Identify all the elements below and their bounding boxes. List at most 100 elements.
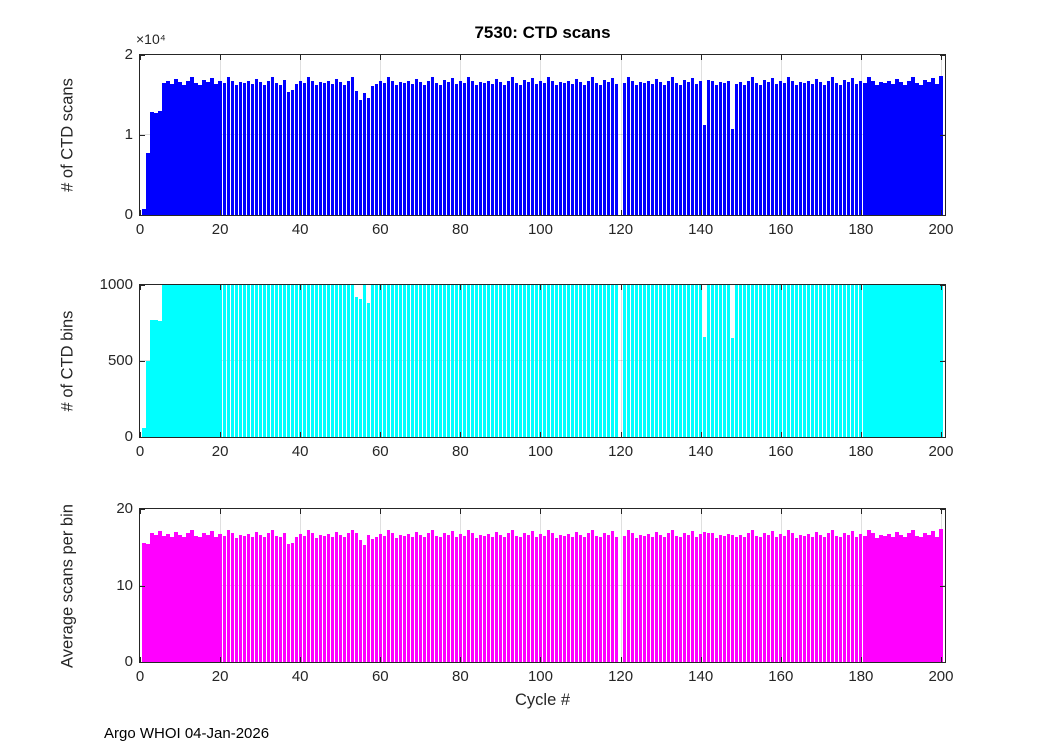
plot-area-average: 0 20 40 60 80 100 120 140 160 180 200 0 10 20 bbox=[116, 500, 953, 685]
x-tick-mark bbox=[380, 509, 382, 514]
bar-cycle-25 bbox=[238, 82, 242, 215]
bar-cycle-107 bbox=[566, 285, 571, 437]
bar-cycle-40 bbox=[298, 81, 302, 215]
bar-cycle-169 bbox=[815, 531, 819, 662]
x-tick-label: 0 bbox=[135, 221, 145, 238]
bar-cycle-81 bbox=[462, 285, 466, 437]
bar-cycle-138 bbox=[691, 285, 695, 437]
bar-cycle-190 bbox=[899, 285, 903, 437]
bar-cycle-193 bbox=[911, 530, 915, 662]
bar-cycle-36 bbox=[282, 532, 286, 662]
bar-cycle-27 bbox=[246, 81, 250, 215]
bar-cycle-156 bbox=[763, 532, 767, 662]
bar-cycle-144 bbox=[715, 285, 719, 437]
bar-cycle-60 bbox=[378, 534, 382, 662]
x-tick-mark bbox=[620, 285, 622, 290]
bar-cycle-39 bbox=[294, 285, 298, 437]
bar-cycle-157 bbox=[767, 535, 771, 662]
y-axis-exponent: ×10⁴ bbox=[136, 31, 166, 47]
bar-cycle-162 bbox=[787, 285, 791, 437]
bar-cycle-62 bbox=[386, 76, 390, 215]
bar-cycle-165 bbox=[799, 535, 803, 662]
bar-cycle-90 bbox=[498, 535, 503, 662]
x-tick-mark bbox=[700, 432, 702, 437]
y-tick-mark bbox=[940, 215, 945, 216]
bar-cycle-147 bbox=[727, 81, 731, 215]
bar-cycle-114 bbox=[594, 285, 599, 437]
bar-cycle-184 bbox=[875, 285, 879, 437]
subplot-avg-scans-per-bin: Average scans per bin 0 20 40 60 80 100 120 140… bbox=[59, 500, 954, 685]
bar-cycle-141 bbox=[703, 125, 707, 215]
bar-cycle-23 bbox=[230, 285, 234, 437]
bar-cycle-9 bbox=[174, 285, 178, 437]
bar-cycle-44 bbox=[314, 538, 318, 662]
bar-cycle-186 bbox=[883, 285, 887, 437]
bar-cycle-18 bbox=[210, 78, 214, 215]
bar-cycle-122 bbox=[627, 76, 631, 215]
y-tick-label: 500 bbox=[107, 352, 133, 369]
bar-cycle-191 bbox=[903, 84, 907, 215]
bar-cycle-117 bbox=[606, 285, 611, 437]
bar-cycle-123 bbox=[631, 533, 635, 662]
bar-cycle-2 bbox=[146, 544, 150, 662]
bar-cycle-198 bbox=[931, 78, 935, 215]
bar-cycle-109 bbox=[574, 285, 579, 437]
x-tick-label: 160 bbox=[768, 668, 794, 685]
bar-cycle-99 bbox=[534, 536, 539, 662]
bar-cycle-12 bbox=[186, 285, 190, 437]
bar-cycle-31 bbox=[262, 84, 266, 215]
x-tick-label: 0 bbox=[135, 668, 145, 685]
bar-cycle-8 bbox=[170, 83, 174, 215]
bar-cycle-8 bbox=[170, 285, 174, 437]
bar-cycle-20 bbox=[218, 81, 222, 215]
bar-cycle-124 bbox=[635, 538, 639, 662]
bar-cycle-159 bbox=[775, 536, 779, 662]
y-tick-mark bbox=[940, 55, 945, 56]
bar-cycle-13 bbox=[190, 285, 194, 437]
bar-cycle-133 bbox=[671, 530, 675, 662]
x-tick-mark bbox=[460, 509, 462, 514]
bar-cycle-112 bbox=[586, 285, 591, 437]
bar-cycle-32 bbox=[266, 533, 270, 662]
x-tick-mark bbox=[700, 285, 702, 290]
bar-cycle-26 bbox=[242, 535, 246, 662]
x-tick-label: 20 bbox=[211, 443, 229, 460]
bar-cycle-41 bbox=[302, 83, 306, 215]
plot-canvas bbox=[140, 509, 945, 662]
subplot-ctd-scans: ×10⁴ # of CTD scans 0 20 40 60 80 100 120 140 16… bbox=[59, 31, 954, 238]
bar-cycle-30 bbox=[258, 82, 262, 215]
bar-cycle-58 bbox=[370, 285, 374, 437]
x-tick-mark bbox=[380, 210, 382, 215]
bar-cycle-23 bbox=[230, 533, 234, 662]
bar-cycle-139 bbox=[695, 536, 699, 662]
bar-cycle-200 bbox=[939, 528, 943, 662]
bar-cycle-37 bbox=[286, 544, 290, 662]
bar-cycle-134 bbox=[675, 83, 679, 215]
bar-cycle-26 bbox=[242, 83, 246, 215]
bar-cycle-166 bbox=[803, 285, 807, 437]
bar-cycle-157 bbox=[767, 285, 771, 437]
bar-cycle-173 bbox=[831, 77, 835, 215]
bar-cycle-170 bbox=[819, 535, 823, 662]
chart-title: 7530: CTD scans bbox=[474, 23, 611, 42]
x-tick-mark bbox=[220, 509, 222, 514]
bar-cycle-86 bbox=[482, 285, 487, 437]
bar-cycle-188 bbox=[891, 536, 895, 662]
x-tick-label: 0 bbox=[135, 443, 145, 460]
x-tick-mark bbox=[460, 210, 462, 215]
bar-cycle-21 bbox=[222, 285, 226, 437]
bar-cycle-27 bbox=[246, 534, 250, 662]
bar-cycle-154 bbox=[755, 535, 759, 662]
bar-cycle-22 bbox=[226, 76, 230, 215]
bar-cycle-96 bbox=[522, 285, 527, 437]
bar-cycle-5 bbox=[158, 321, 162, 437]
bar-cycle-132 bbox=[667, 285, 671, 437]
bar-cycle-86 bbox=[482, 83, 487, 215]
bar-cycle-64 bbox=[394, 538, 398, 662]
y-tick-mark bbox=[140, 509, 145, 510]
bar-cycle-44 bbox=[314, 85, 318, 215]
bar-cycle-131 bbox=[663, 84, 667, 215]
bar-cycle-159 bbox=[775, 83, 779, 215]
bar-cycle-148 bbox=[731, 338, 735, 437]
bar-cycle-188 bbox=[891, 83, 895, 215]
